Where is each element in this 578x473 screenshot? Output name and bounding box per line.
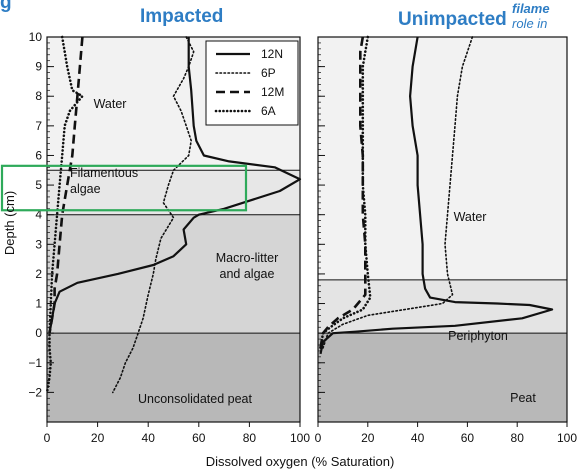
series-line-6p xyxy=(112,36,195,394)
zone-band xyxy=(47,170,300,215)
x-tick-label: 0 xyxy=(315,431,322,445)
x-tick-label: 20 xyxy=(91,431,105,445)
panel-unimpacted: 0 20 40 60 80 100 Water Periphyton Peat xyxy=(315,35,577,445)
zone-label: Macro-litter xyxy=(216,251,279,265)
y-tick-label: 9 xyxy=(35,60,42,74)
y-tick-label: 4 xyxy=(35,208,42,222)
zone-band xyxy=(318,37,567,280)
legend-label-12n: 12N xyxy=(261,47,283,61)
series-line-12m xyxy=(48,36,84,334)
x-tick-label: 100 xyxy=(557,431,577,445)
panel-title-unimpacted: Unimpacted xyxy=(398,9,507,30)
x-tick-label: 0 xyxy=(44,431,51,445)
y-tick-label: 2 xyxy=(35,267,42,281)
legend-label-6p: 6P xyxy=(261,66,276,80)
side-note-line-2: role in xyxy=(512,16,548,31)
zone-band xyxy=(47,214,300,334)
x-tick-label: 20 xyxy=(361,431,375,445)
zone-label: Water xyxy=(94,97,127,111)
panel-title-impacted: Impacted xyxy=(140,6,224,27)
series-line-6a xyxy=(319,35,372,350)
series-line-12n xyxy=(48,37,302,334)
x-axis-label: Dissolved oxygen (% Saturation) xyxy=(206,454,395,469)
highlight-box-filamentous-algae xyxy=(0,164,248,212)
y-tick-label: 3 xyxy=(35,237,42,251)
zone-label: Unconsolidated peat xyxy=(138,392,252,406)
y-tick-label: 7 xyxy=(35,119,42,133)
legend: 12N 6P 12M 6A xyxy=(205,40,299,126)
series-line-6p xyxy=(322,36,474,349)
zone-band xyxy=(318,333,567,422)
x-tick-label: 60 xyxy=(192,431,206,445)
zone-band xyxy=(47,333,300,422)
zone-label: algae xyxy=(70,182,101,196)
y-tick-label: 6 xyxy=(35,148,42,162)
chart-overlays: 12N 6P 12M 6A xyxy=(0,40,299,212)
cut-off-heading-fragment: g xyxy=(0,0,12,13)
panel-frame xyxy=(46,36,301,423)
series-line-12m xyxy=(319,36,367,349)
zone-label: Periphyton xyxy=(448,329,508,343)
x-tick-label: 60 xyxy=(461,431,475,445)
x-tick-label: 40 xyxy=(142,431,156,445)
y-tick-label: 0 xyxy=(35,326,42,340)
side-note-line-1: filame xyxy=(512,1,550,16)
zone-label: Peat xyxy=(510,391,536,405)
y-tick-label: −2 xyxy=(28,385,42,399)
y-tick-label: 10 xyxy=(29,30,43,44)
cut-off-side-note: filame role in xyxy=(512,1,550,31)
zone-band xyxy=(318,279,567,334)
panel-frame xyxy=(317,36,568,423)
y-axis-label: Depth (cm) xyxy=(2,191,17,255)
legend-label-6a: 6A xyxy=(261,104,276,118)
x-tick-label: 40 xyxy=(411,431,425,445)
zone-label: and algae xyxy=(220,267,275,281)
y-tick-label: 1 xyxy=(35,297,42,311)
series-line-12n xyxy=(319,36,554,355)
y-tick-label: 5 xyxy=(35,178,42,192)
y-tick-label: 8 xyxy=(35,89,42,103)
y-tick-label: −1 xyxy=(28,356,42,370)
x-tick-label: 80 xyxy=(243,431,257,445)
series-line-6a xyxy=(45,35,84,394)
legend-label-12m: 12M xyxy=(261,85,284,99)
x-tick-label: 80 xyxy=(511,431,525,445)
zone-label: Filamentous xyxy=(70,166,138,180)
x-tick-label: 100 xyxy=(290,431,310,445)
zone-label: Water xyxy=(454,210,487,224)
